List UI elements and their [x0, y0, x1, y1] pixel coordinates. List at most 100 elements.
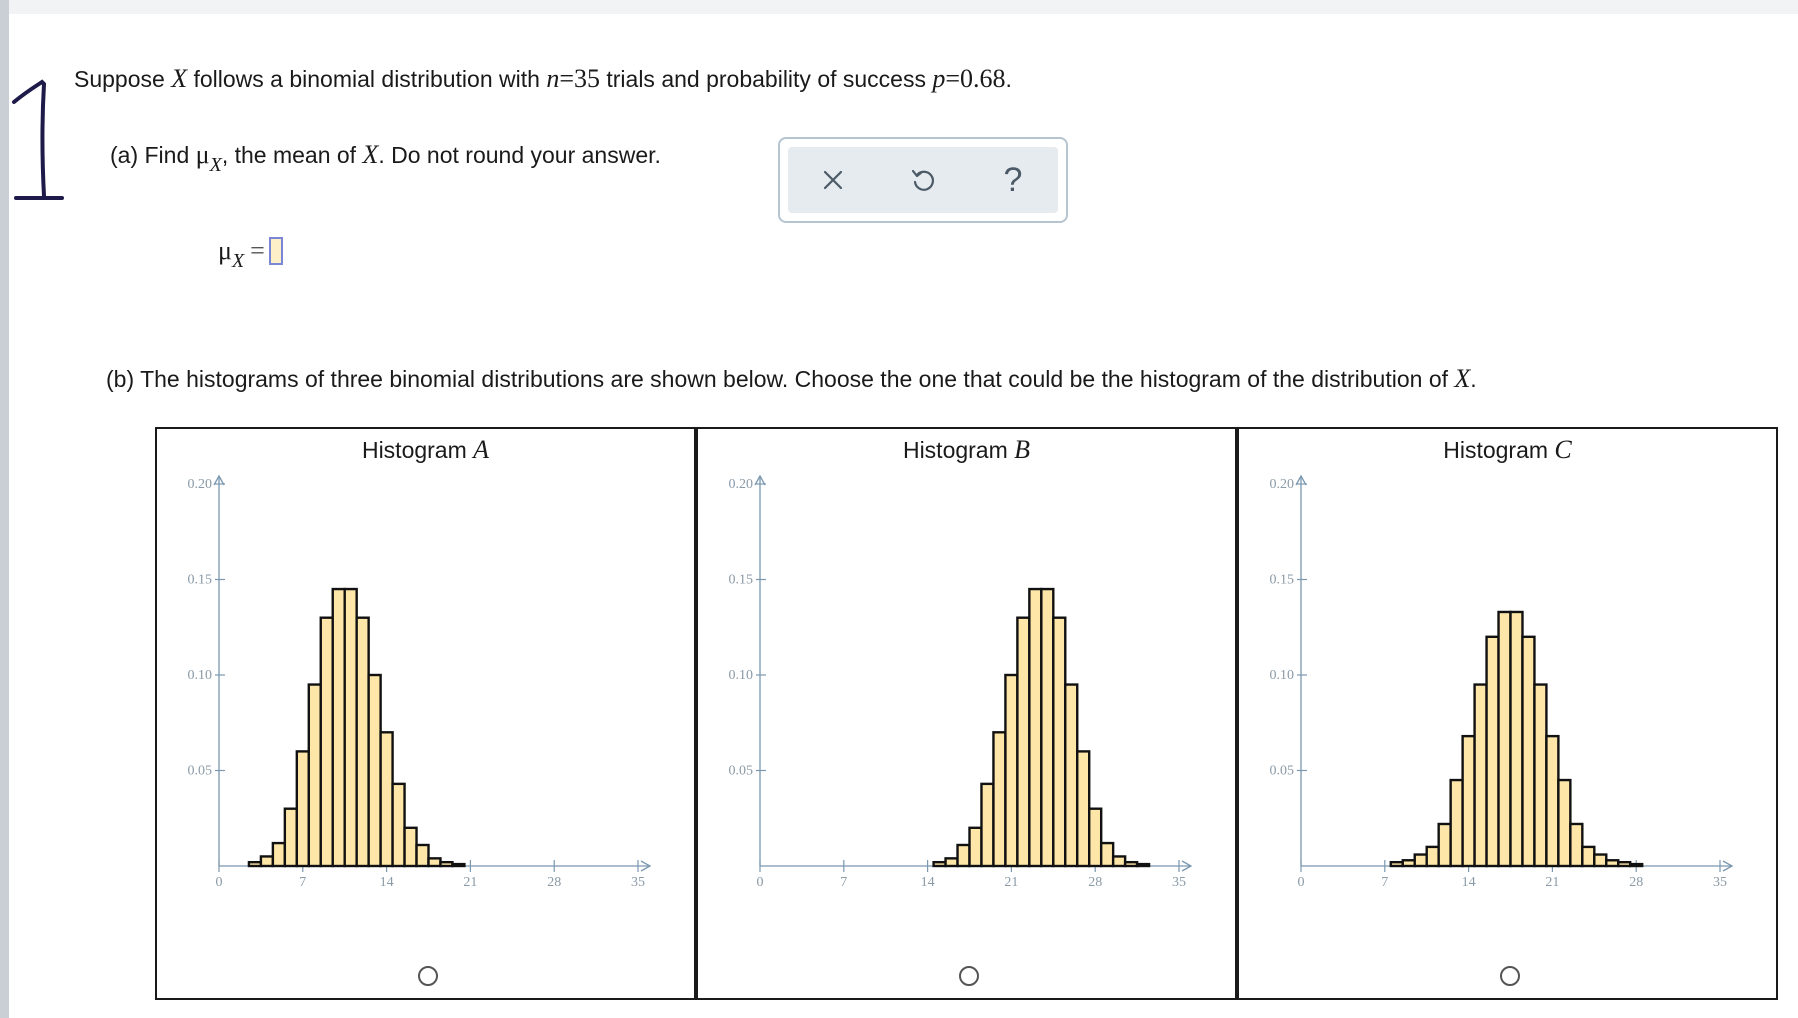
- histogram-bar: [1569, 822, 1584, 868]
- histogram-title: Histogram A: [361, 435, 490, 464]
- x-axis-arrow: [640, 860, 652, 872]
- y-axis-arrow: [1295, 474, 1307, 486]
- histogram-bar: [1437, 822, 1452, 868]
- histogram-bar: [295, 750, 310, 868]
- part-b-prompt: (b) The histograms of three binomial dis…: [106, 364, 1477, 393]
- histogram-bar: [968, 826, 983, 868]
- histogram-bar: [1123, 860, 1139, 868]
- histogram-bar: [1425, 845, 1440, 868]
- x-tick-label: 21: [463, 875, 477, 890]
- x-tick-label: 0: [757, 875, 764, 890]
- x-tick-label: 35: [1172, 875, 1186, 890]
- x-tick-label: 0: [1298, 875, 1305, 890]
- histogram-bar: [1581, 845, 1596, 868]
- histogram-bar: [980, 782, 995, 868]
- histogram-bar: [956, 843, 971, 868]
- histogram-title: Histogram C: [1443, 435, 1572, 464]
- histogram-bar: [1617, 860, 1632, 868]
- y-axis-arrow: [754, 474, 766, 486]
- histogram-title: Histogram B: [902, 435, 1031, 464]
- x-axis-arrow: [1722, 860, 1734, 872]
- histogram-bar: [391, 782, 406, 868]
- histogram-bar: [331, 587, 346, 868]
- y-tick-label: 0.20: [188, 477, 213, 492]
- histogram-bar: [1557, 778, 1572, 868]
- histogram-bar: [1593, 853, 1608, 868]
- y-tick-label: 0.20: [729, 477, 754, 492]
- x-axis-arrow: [1181, 860, 1193, 872]
- histogram-bar: [439, 860, 454, 868]
- y-tick-label: 0.15: [729, 573, 754, 588]
- histogram-bar: [1497, 610, 1512, 868]
- var-x: X: [171, 64, 188, 93]
- histogram-bar: [427, 857, 442, 868]
- histogram-chart: 0.05 0.10 0.15 0.20 0 7 14 21 28 35: [729, 474, 1193, 890]
- histogram-panel-c: Histogram C 0.05 0.10 0.15 0.20 0 7 14 21 28 35: [1237, 427, 1778, 1000]
- histogram-chart: 0.05 0.10 0.15 0.20 0 7 14 21 28 35: [1270, 474, 1734, 890]
- x-tick-label: 28: [1088, 875, 1102, 890]
- histogram-a-radio[interactable]: [418, 966, 438, 986]
- histogram-bar: [319, 616, 334, 868]
- histogram-bar: [1485, 635, 1500, 868]
- histogram-bar: [1076, 750, 1091, 868]
- toolbar-inner: ?: [788, 147, 1058, 213]
- histogram-bar: [1533, 683, 1548, 868]
- histogram-c-radio[interactable]: [1500, 966, 1520, 986]
- x-tick-label: 7: [840, 875, 847, 890]
- x-tick-label: 21: [1545, 875, 1559, 890]
- histogram-bar: [1389, 860, 1404, 868]
- y-tick-label: 0.05: [188, 764, 213, 779]
- histogram-chart: 0.05 0.10 0.15 0.20 0 7 14 21 28 35: [188, 474, 652, 890]
- left-scroll-strip: [0, 0, 9, 1018]
- undo-button[interactable]: [898, 155, 948, 205]
- help-button[interactable]: ?: [988, 155, 1038, 205]
- x-tick-label: 14: [1462, 875, 1476, 890]
- answer-row: μX =: [218, 236, 283, 273]
- histogram-bar: [1040, 587, 1055, 868]
- histogram-panel-b: Histogram B 0.05 0.10 0.15 0.20 0 7 14 21 28 35: [696, 427, 1237, 1000]
- y-tick-label: 0.10: [729, 668, 754, 683]
- histogram-bar: [307, 683, 322, 868]
- histogram-bar: [283, 807, 299, 868]
- y-axis-arrow: [213, 474, 225, 486]
- histogram-bar: [1135, 862, 1151, 868]
- help-icon: ?: [1003, 160, 1023, 199]
- clear-button[interactable]: [808, 155, 858, 205]
- answer-sub: X: [231, 250, 245, 272]
- histogram-panel-a: Histogram A 0.05 0.10 0.15 0.20 0 7 14 21 28 35: [155, 427, 696, 1000]
- histogram-bar: [1052, 616, 1067, 868]
- answer-mu: μ: [218, 236, 232, 265]
- answer-input[interactable]: [268, 237, 283, 265]
- histogram-bar: [1028, 587, 1043, 868]
- x-tick-label: 28: [1629, 875, 1643, 890]
- part-a-prompt: (a) Find μX, the mean of X. Do not round…: [110, 140, 661, 176]
- x-tick-label: 7: [1381, 875, 1388, 890]
- histogram-bar: [1413, 853, 1428, 868]
- y-tick-label: 0.05: [729, 764, 754, 779]
- x-tick-label: 14: [921, 875, 935, 890]
- y-tick-label: 0.10: [188, 668, 213, 683]
- y-tick-label: 0.20: [1270, 477, 1295, 492]
- x-tick-label: 7: [299, 875, 306, 890]
- y-tick-label: 0.10: [1270, 668, 1295, 683]
- histogram-bar: [271, 841, 287, 868]
- histogram-bar: [1473, 683, 1488, 868]
- histogram-bar: [1016, 616, 1031, 868]
- question-number-mark: [12, 79, 64, 200]
- histogram-bar: [403, 826, 418, 868]
- histogram-b-radio[interactable]: [959, 966, 979, 986]
- histogram-bar: [1545, 734, 1560, 868]
- histogram-bar: [932, 860, 947, 868]
- histogram-bar: [1461, 734, 1476, 868]
- question-intro: Suppose X follows a binomial distributio…: [74, 64, 1012, 93]
- histogram-bar: [992, 731, 1007, 868]
- y-tick-label: 0.15: [1270, 573, 1295, 588]
- histogram-bar: [1088, 807, 1103, 868]
- histogram-bar: [1449, 778, 1464, 868]
- histogram-bar: [1004, 673, 1019, 868]
- histogram-bar: [1099, 841, 1115, 868]
- histogram-bar: [1521, 635, 1536, 868]
- histogram-bar: [355, 616, 370, 868]
- histogram-bar: [1605, 859, 1620, 868]
- histogram-bar: [944, 857, 959, 868]
